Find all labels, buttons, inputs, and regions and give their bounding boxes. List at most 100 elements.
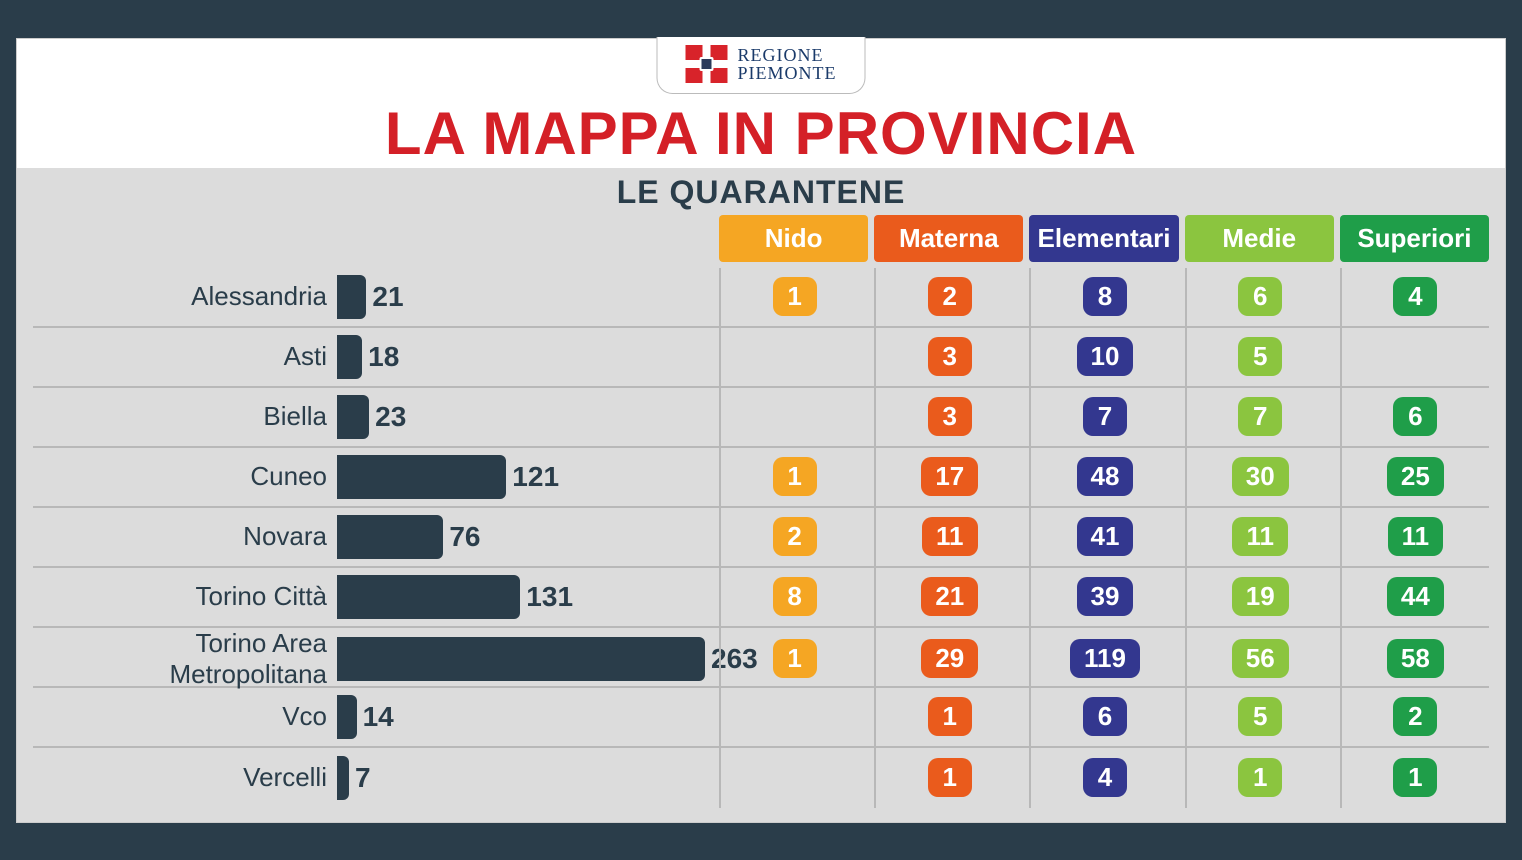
table-row: Alessandria2112864: [33, 268, 1489, 328]
value-pill: 3: [928, 337, 972, 376]
bar: [337, 275, 366, 319]
bar-value: 76: [449, 521, 480, 553]
province-label: Torino Città: [33, 581, 333, 612]
header-spacer: [33, 215, 713, 262]
value-pill: 1: [1393, 758, 1437, 797]
main-title: LA MAPPA IN PROVINCIA: [17, 99, 1505, 168]
value-pill: 2: [773, 517, 817, 556]
cell-elementari: 4: [1029, 748, 1178, 808]
bar-track: 14: [337, 688, 713, 746]
value-pill: 29: [921, 639, 978, 678]
value-pill: 17: [921, 457, 978, 496]
bar-track: 131: [337, 568, 713, 626]
value-pill: 1: [1238, 758, 1282, 797]
cell-nido: 1: [719, 628, 868, 690]
bar-cell: Alessandria 21: [33, 268, 713, 326]
bar-value: 23: [375, 401, 406, 433]
bar-value: 18: [368, 341, 399, 373]
value-pill: 5: [1238, 337, 1282, 376]
cell-superiori: 25: [1340, 448, 1489, 506]
header-superiori: Superiori: [1340, 215, 1489, 262]
bar-track: 23: [337, 388, 713, 446]
cell-elementari: 48: [1029, 448, 1178, 506]
value-pill: 25: [1387, 457, 1444, 496]
subtitle: LE QUARANTENE: [17, 168, 1505, 215]
cell-nido: 1: [719, 448, 868, 506]
value-pill: 1: [928, 697, 972, 736]
value-pill: 11: [1232, 517, 1288, 556]
cell-medie: 19: [1185, 568, 1334, 626]
cell-superiori: [1340, 328, 1489, 386]
table-row: Cuneo121 1 17 48 30 25: [33, 448, 1489, 508]
bar-value: 131: [526, 581, 573, 613]
value-pill: 10: [1077, 337, 1134, 376]
bar-track: 121: [337, 448, 713, 506]
cell-nido: [719, 688, 868, 746]
bar-cell: Novara76: [33, 508, 713, 566]
value-pill: 56: [1232, 639, 1289, 678]
cell-superiori: 44: [1340, 568, 1489, 626]
bar-cell: Torino Città 131: [33, 568, 713, 626]
value-pill: 44: [1387, 577, 1444, 616]
logo-line2: PIEMONTE: [738, 64, 837, 82]
bar: [337, 395, 369, 439]
cell-superiori: 11: [1340, 508, 1489, 566]
regione-flag-icon: [686, 45, 728, 83]
province-label: Biella: [33, 401, 333, 432]
cell-superiori: 1: [1340, 748, 1489, 808]
logo-text: REGIONE PIEMONTE: [738, 46, 837, 82]
bar: [337, 515, 443, 559]
header-row: NidoMaternaElementariMedieSuperiori: [33, 215, 1489, 262]
bar-track: 263: [337, 628, 758, 690]
data-grid: NidoMaternaElementariMedieSuperiori Aless…: [17, 215, 1505, 822]
bar-cell: Cuneo121: [33, 448, 713, 506]
province-label: Alessandria: [33, 281, 333, 312]
value-pill: 1: [773, 639, 817, 678]
bar: [337, 756, 349, 800]
value-pill: 7: [1238, 397, 1282, 436]
bar-value: 14: [363, 701, 394, 733]
value-pill: 4: [1393, 277, 1437, 316]
value-pill: 30: [1232, 457, 1289, 496]
bar-track: 18: [337, 328, 713, 386]
cell-superiori: 58: [1340, 628, 1489, 690]
value-pill: 41: [1077, 517, 1134, 556]
table-row: Asti 18 3 10 5: [33, 328, 1489, 388]
value-pill: 119: [1070, 639, 1140, 678]
table-row: Torino Area Metropolitana263 1 29 119 56 58: [33, 628, 1489, 688]
value-pill: 11: [1388, 517, 1444, 556]
cell-medie: 1: [1185, 748, 1334, 808]
bar-value: 7: [355, 762, 371, 794]
bar-value: 121: [512, 461, 559, 493]
bar: [337, 695, 357, 739]
value-pill: 4: [1083, 758, 1127, 797]
table-row: Novara76211411111: [33, 508, 1489, 568]
cell-materna: 17: [874, 448, 1023, 506]
header-elementari: Elementari: [1029, 215, 1178, 262]
cell-superiori: 4: [1340, 268, 1489, 326]
bar-cell: Asti 18: [33, 328, 713, 386]
value-pill: 8: [1083, 277, 1127, 316]
table-row: Biella233776: [33, 388, 1489, 448]
value-pill: 19: [1232, 577, 1289, 616]
cell-materna: 1: [874, 688, 1023, 746]
province-label: Torino Area Metropolitana: [33, 628, 333, 690]
value-pill: 6: [1238, 277, 1282, 316]
cell-elementari: 8: [1029, 268, 1178, 326]
value-pill: 1: [773, 457, 817, 496]
cell-elementari: 119: [1029, 628, 1178, 690]
cell-materna: 29: [874, 628, 1023, 690]
value-pill: 1: [773, 277, 817, 316]
bar-value: 21: [372, 281, 403, 313]
cell-nido: 1: [719, 268, 868, 326]
value-pill: 39: [1077, 577, 1134, 616]
value-pill: 2: [1393, 697, 1437, 736]
bar-track: 76: [337, 508, 713, 566]
bar: [337, 637, 705, 681]
province-label: Vco: [33, 701, 333, 732]
province-label: Asti: [33, 341, 333, 372]
value-pill: 6: [1083, 697, 1127, 736]
cell-medie: 56: [1185, 628, 1334, 690]
bar-cell: Biella 23: [33, 388, 713, 446]
bar-cell: Vercelli7: [33, 748, 713, 808]
